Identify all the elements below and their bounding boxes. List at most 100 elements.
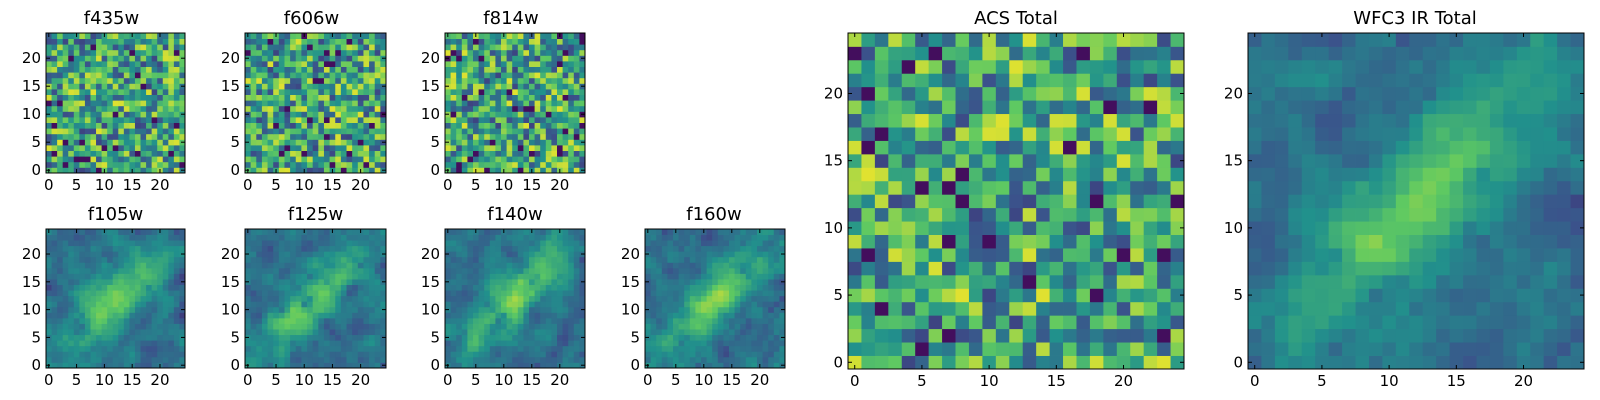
heatmap-cell — [955, 355, 970, 370]
heatmap-cell — [517, 105, 524, 112]
heatmap-cell — [335, 167, 342, 174]
heatmap-cell — [762, 317, 769, 324]
heatmap-cell — [551, 306, 558, 313]
heatmap-cell — [134, 301, 141, 308]
heatmap-cell — [57, 306, 64, 313]
heatmap-cell — [1157, 288, 1171, 303]
heatmap-cell — [68, 256, 75, 263]
heatmap-cell — [335, 133, 342, 140]
heatmap-cell — [312, 256, 319, 263]
heatmap-cell — [751, 317, 758, 324]
heatmap-cell — [307, 245, 314, 252]
heatmap-cell — [695, 262, 702, 269]
heatmap-cell — [579, 38, 586, 45]
heatmap-cell — [295, 306, 302, 313]
heatmap-cell — [101, 55, 108, 62]
heatmap-cell — [62, 240, 69, 247]
heatmap-cell — [107, 150, 114, 157]
heatmap-cell — [73, 150, 80, 157]
heatmap-cell — [323, 284, 330, 291]
heatmap-cell — [982, 221, 997, 235]
heatmap-cell — [96, 334, 102, 341]
heatmap-cell — [168, 329, 175, 336]
heatmap-cell — [706, 345, 713, 352]
heatmap-cell — [123, 306, 130, 313]
heatmap-cell — [261, 229, 268, 235]
heatmap-cell — [1143, 234, 1158, 249]
heatmap-cell — [779, 240, 786, 247]
heatmap-cell — [107, 161, 114, 168]
heatmap-cell — [915, 274, 930, 289]
heatmap-cell — [729, 245, 735, 252]
heatmap-cell — [517, 279, 524, 285]
heatmap-cell — [848, 248, 862, 262]
heatmap-cell — [340, 161, 347, 168]
heatmap-cell — [534, 345, 541, 352]
heatmap-cell — [745, 301, 752, 308]
heatmap-cell — [261, 245, 268, 252]
heatmap-cell — [157, 55, 164, 62]
heatmap-cell — [745, 356, 752, 363]
heatmap-cell — [478, 267, 485, 274]
heatmap-cell — [506, 362, 513, 369]
heatmap-cell — [146, 312, 153, 319]
heatmap-cell — [107, 317, 114, 324]
heatmap-cell — [768, 234, 775, 241]
heatmap-cell — [484, 167, 491, 174]
heatmap-cell — [734, 273, 741, 280]
heatmap-cell — [96, 61, 102, 67]
panel-title: f125w — [288, 204, 343, 225]
heatmap-cell — [689, 323, 696, 330]
heatmap-cell — [995, 167, 1010, 182]
heatmap-cell — [79, 49, 86, 56]
y-tick-label: 15 — [22, 273, 41, 291]
heatmap-cell — [146, 128, 153, 135]
heatmap-cell — [107, 267, 114, 274]
heatmap-cell — [706, 312, 713, 319]
heatmap-cell — [301, 317, 308, 324]
heatmap-cell — [273, 66, 280, 73]
heatmap-cell — [861, 261, 876, 276]
heatmap-cell — [1063, 261, 1077, 276]
heatmap-cell — [107, 89, 114, 95]
heatmap-cell — [84, 128, 91, 135]
heatmap-cell — [151, 262, 158, 269]
heatmap-cell — [301, 61, 308, 67]
heatmap-cell — [312, 340, 319, 347]
heatmap-cell — [162, 351, 169, 358]
heatmap-cell — [318, 139, 325, 146]
heatmap-cell — [506, 234, 513, 241]
heatmap-cell — [523, 340, 530, 347]
heatmap-cell — [645, 262, 651, 269]
heatmap-cell — [729, 340, 735, 347]
heatmap-cell — [1116, 355, 1131, 370]
heatmap-cell — [62, 356, 69, 363]
heatmap-cell — [495, 72, 502, 79]
heatmap-cell — [695, 301, 702, 308]
heatmap-cell — [478, 351, 485, 358]
heatmap-cell — [112, 329, 119, 336]
heatmap-cell — [79, 133, 86, 140]
heatmap-cell — [51, 33, 58, 39]
heatmap-cell — [562, 83, 569, 90]
heatmap-cell — [1022, 355, 1037, 370]
heatmap-cell — [534, 105, 541, 112]
heatmap-cell — [173, 256, 180, 263]
heatmap-cell — [501, 251, 507, 258]
heatmap-cell — [335, 229, 342, 235]
heatmap-cell — [151, 312, 158, 319]
heatmap-cell — [667, 284, 674, 291]
heatmap-cell — [151, 33, 158, 39]
heatmap-cell — [168, 105, 175, 112]
heatmap-cell — [374, 251, 381, 258]
heatmap-cell — [473, 284, 479, 291]
heatmap-cell — [68, 156, 75, 163]
heatmap-cell — [1009, 221, 1024, 235]
heatmap-cell — [762, 273, 769, 280]
heatmap-cell — [568, 323, 575, 330]
heatmap-cell — [146, 262, 153, 269]
heatmap-cell — [151, 66, 158, 73]
heatmap-cell — [295, 139, 302, 146]
heatmap-cell — [540, 351, 547, 358]
heatmap-cell — [489, 150, 496, 157]
